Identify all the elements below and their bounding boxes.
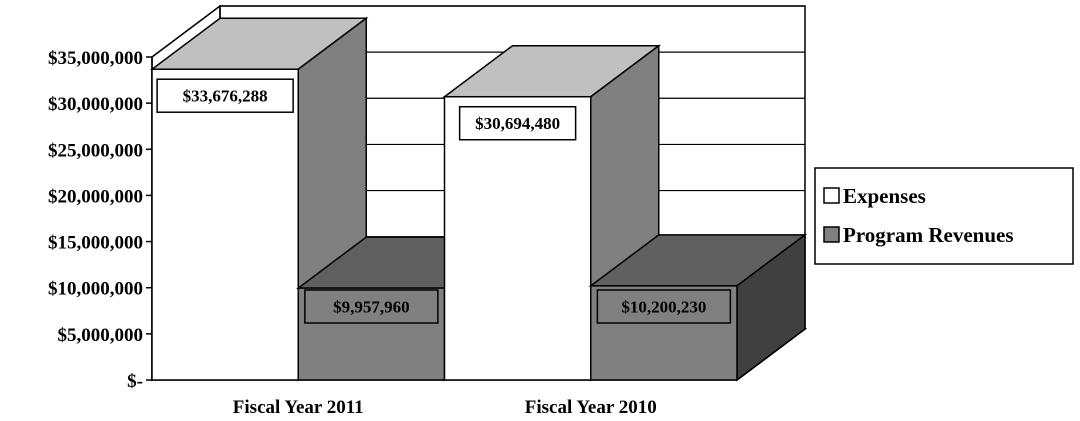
data-label-box (156, 78, 294, 113)
y-tick-label: $- (127, 371, 143, 392)
y-tick-label: $30,000,000 (48, 94, 143, 115)
x-category-label: Fiscal Year 2011 (233, 397, 364, 418)
y-tick-label: $15,000,000 (48, 233, 143, 254)
bar-expenses-1 (151, 68, 299, 381)
legend-swatch (823, 226, 840, 243)
y-tick-label: $35,000,000 (48, 48, 143, 69)
data-label: $9,957,960 (333, 298, 410, 317)
data-label: $30,694,480 (475, 114, 560, 133)
y-tick-label: $10,000,000 (48, 279, 143, 300)
bar-expenses-2 (443, 95, 592, 381)
legend-swatch (823, 187, 840, 204)
y-tick-label: $20,000,000 (48, 186, 143, 207)
data-label-box (596, 289, 732, 324)
legend-label: Expenses (843, 184, 926, 208)
data-label-box (458, 105, 577, 141)
legend-label: Program Revenues (843, 223, 1014, 247)
data-label-box (304, 289, 439, 324)
y-tick-label: $5,000,000 (58, 325, 144, 346)
data-label: $10,200,230 (621, 298, 706, 317)
y-tick-label: $25,000,000 (48, 140, 143, 161)
legend (814, 167, 1074, 265)
x-category-label: Fiscal Year 2010 (525, 397, 657, 418)
data-label: $33,676,288 (183, 87, 268, 106)
